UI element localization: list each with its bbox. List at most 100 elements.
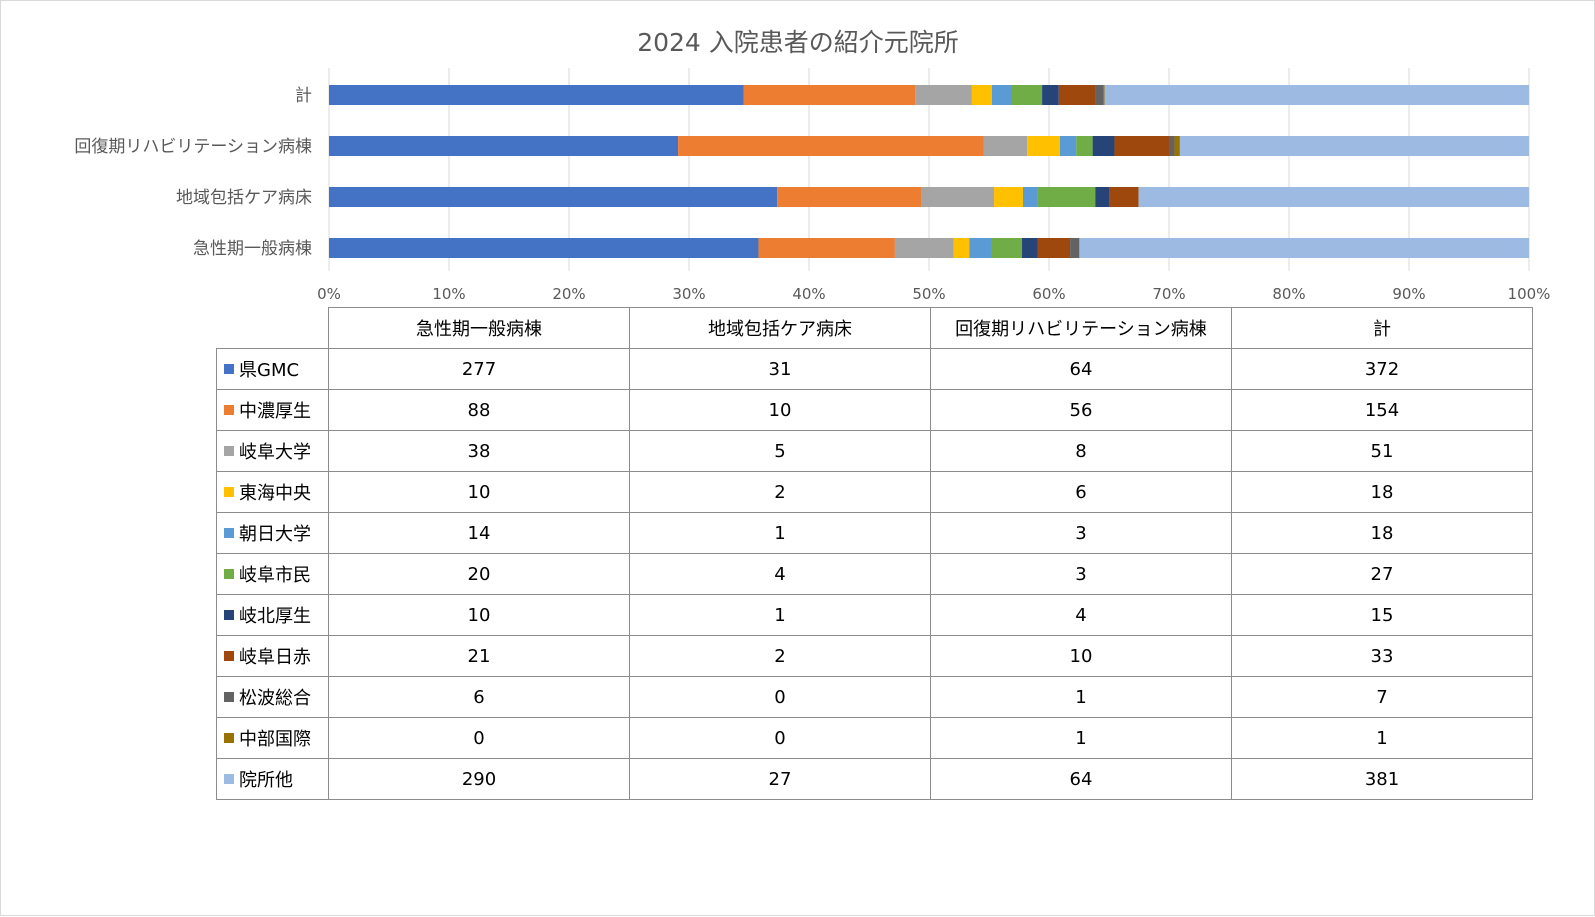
x-tick-label: 20% [552,285,585,303]
table-row-header: 朝日大学 [216,512,329,554]
table-cell: 1 [629,512,931,554]
table-row-header: 県GMC [216,348,329,390]
table-cell: 372 [1231,348,1533,390]
x-tick-label: 40% [792,285,825,303]
bar-segment [1095,85,1104,105]
table-cell: 64 [930,758,1232,800]
table-cell: 1 [930,717,1232,759]
series-label: 中部国際 [239,729,311,750]
series-label: 岐北厚生 [239,606,311,627]
table-row: 朝日大学 14 1 3 18 [216,512,1533,554]
bar-segment [991,85,1013,105]
table-row-header: 東海中央 [216,471,329,513]
bar-segment [1022,238,1038,258]
table-row: 院所他 290 27 64 381 [216,758,1533,800]
table-cell: 6 [930,471,1232,513]
table-cell: 27 [629,758,931,800]
table-row: 県GMC 277 31 64 372 [216,348,1533,390]
table-corner [216,307,329,349]
table-row: 中濃厚生 88 10 56 154 [216,389,1533,431]
table-header-row: 急性期一般病棟 地域包括ケア病床 回復期リハビリテーション病棟計 [216,307,1533,349]
data-table: 急性期一般病棟 地域包括ケア病床 回復期リハビリテーション病棟計 県GMC 277 31… [216,307,1533,800]
x-tick-label: 10% [432,285,465,303]
table-cell: 154 [1231,389,1533,431]
table-cell: 18 [1231,471,1533,513]
series-label: 中濃厚生 [239,401,311,422]
table-row-header: 中濃厚生 [216,389,329,431]
table-row-header: 岐阜日赤 [216,635,329,677]
category-label: 地域包括ケア病床 [176,188,312,208]
bar-segment [1095,187,1110,207]
bar-segment [894,238,954,258]
bar-segment [1027,136,1060,156]
table-cell: 6 [328,676,630,718]
x-axis-tick-labels: 0% 10% 20% 30% 40% 50% 60% 70% 80% 90% 100% [317,285,1550,303]
series-label: 東海中央 [239,483,311,504]
table-cell: 56 [930,389,1232,431]
bar-segment [1103,85,1105,105]
series-label: 岐阜日赤 [239,647,311,668]
table-cell: 2 [629,635,931,677]
x-tick-label: 70% [1152,285,1185,303]
table-column-header: 急性期一般病棟 [328,307,630,349]
x-tick-label: 80% [1272,285,1305,303]
table-cell: 10 [328,594,630,636]
legend-swatch [224,446,234,456]
legend-swatch [224,528,234,538]
category-label: 回復期リハビリテーション病棟 [74,137,312,157]
series-label: 岐阜大学 [239,442,311,463]
bar-segment [921,187,995,207]
bar-segment [1076,136,1093,156]
table-cell: 33 [1231,635,1533,677]
table-row: 東海中央 10 2 6 18 [216,471,1533,513]
table-cell: 3 [930,512,1232,554]
table-cell: 51 [1231,430,1533,472]
bar-segment [915,85,972,105]
series-label: 岐阜市民 [239,565,311,586]
table-column-header: 計 [1231,307,1533,349]
bar-segment [994,187,1023,207]
table-cell: 4 [930,594,1232,636]
bar-segment [1058,85,1096,105]
table-cell: 10 [629,389,931,431]
table-cell: 10 [930,635,1232,677]
table-cell: 20 [328,553,630,595]
table-cell: 290 [328,758,630,800]
category-labels: 急性期一般病棟 地域包括ケア病床 回復期リハビリテーション病棟 計 [74,86,312,259]
table-cell: 0 [629,676,931,718]
bar-segment [1174,136,1180,156]
bar-segment [1012,85,1043,105]
bar-segment [1104,85,1529,105]
x-tick-label: 30% [672,285,705,303]
table-row-header: 岐北厚生 [216,594,329,636]
category-label: 急性期一般病棟 [193,239,312,259]
table-cell: 88 [328,389,630,431]
x-tick-label: 0% [317,285,341,303]
bar-segment [329,136,679,156]
table-row: 松波総合 6 0 1 7 [216,676,1533,718]
table-cell: 10 [328,471,630,513]
table-cell: 15 [1231,594,1533,636]
table-column-header: 回復期リハビリテーション病棟 [930,307,1232,349]
x-tick-label: 60% [1032,285,1065,303]
table-row: 岐阜市民 20 4 3 27 [216,553,1533,595]
table-cell: 14 [328,512,630,554]
table-cell: 1 [1231,717,1533,759]
table-row-header: 中部国際 [216,717,329,759]
x-tick-label: 90% [1392,285,1425,303]
table-cell: 381 [1231,758,1533,800]
legend-swatch [224,569,234,579]
bar-segment [1042,85,1059,105]
bar-segment [329,187,778,207]
bar-segment [969,238,992,258]
legend-swatch [224,405,234,415]
bar-segment [1169,136,1175,156]
legend-swatch [224,651,234,661]
bar-segment [329,238,759,258]
table-cell: 7 [1231,676,1533,718]
legend-swatch [224,733,234,743]
table-cell: 3 [930,553,1232,595]
x-tick-label: 100% [1508,285,1551,303]
bar-segment [743,85,916,105]
